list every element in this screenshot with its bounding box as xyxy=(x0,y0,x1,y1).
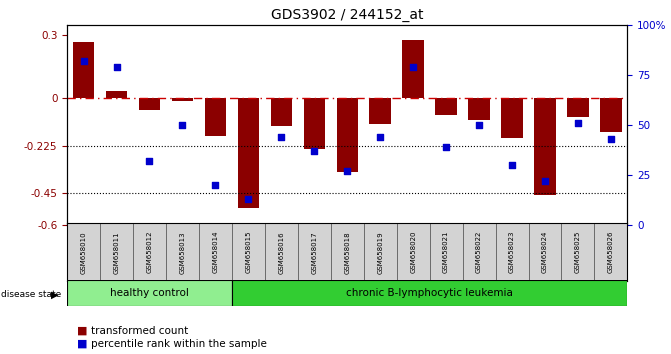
Bar xyxy=(100,223,133,281)
Bar xyxy=(468,98,490,120)
Point xyxy=(605,136,616,142)
Bar xyxy=(562,223,595,281)
Bar xyxy=(270,98,292,126)
Bar xyxy=(73,42,95,98)
Text: GSM658017: GSM658017 xyxy=(311,231,317,274)
Point xyxy=(79,58,89,64)
Bar xyxy=(397,223,429,281)
Point xyxy=(572,120,583,126)
Text: GSM658015: GSM658015 xyxy=(246,231,252,274)
Text: GSM658019: GSM658019 xyxy=(377,231,383,274)
Title: GDS3902 / 244152_at: GDS3902 / 244152_at xyxy=(271,8,423,22)
Bar xyxy=(238,98,259,208)
Text: healthy control: healthy control xyxy=(110,288,189,298)
Bar xyxy=(232,280,627,306)
Text: transformed count: transformed count xyxy=(91,326,188,336)
Bar xyxy=(67,280,232,306)
Text: ■: ■ xyxy=(77,326,88,336)
Text: ▶: ▶ xyxy=(51,290,58,299)
Text: percentile rank within the sample: percentile rank within the sample xyxy=(91,339,266,349)
Text: GSM658010: GSM658010 xyxy=(81,231,87,274)
Bar xyxy=(595,223,627,281)
Bar xyxy=(331,223,364,281)
Point xyxy=(243,196,254,202)
Point xyxy=(276,134,287,139)
Text: GSM658013: GSM658013 xyxy=(179,231,185,274)
Bar xyxy=(232,223,265,281)
Bar xyxy=(435,98,457,115)
Text: GSM658022: GSM658022 xyxy=(476,231,482,273)
Bar xyxy=(67,223,100,281)
Bar xyxy=(429,223,462,281)
Bar xyxy=(139,98,160,110)
Text: GSM658012: GSM658012 xyxy=(146,231,152,274)
Bar xyxy=(370,98,391,124)
Bar xyxy=(403,40,424,98)
Bar xyxy=(106,91,127,98)
Text: GSM658023: GSM658023 xyxy=(509,231,515,274)
Bar xyxy=(199,223,232,281)
Bar xyxy=(205,98,226,136)
Text: GSM658025: GSM658025 xyxy=(575,231,581,273)
Point xyxy=(309,148,319,154)
Point xyxy=(408,64,419,70)
Bar xyxy=(529,223,562,281)
Bar xyxy=(567,98,588,118)
Text: GSM658018: GSM658018 xyxy=(344,231,350,274)
Text: GSM658016: GSM658016 xyxy=(278,231,285,274)
Bar xyxy=(303,98,325,149)
Bar xyxy=(501,98,523,138)
Bar xyxy=(364,223,397,281)
Bar xyxy=(496,223,529,281)
Bar xyxy=(172,98,193,101)
Text: GSM658020: GSM658020 xyxy=(410,231,416,274)
Bar xyxy=(462,223,496,281)
Point xyxy=(441,144,452,150)
Text: GSM658014: GSM658014 xyxy=(213,231,219,274)
Point xyxy=(539,178,550,184)
Bar xyxy=(534,98,556,195)
Text: GSM658026: GSM658026 xyxy=(608,231,614,274)
Bar xyxy=(337,98,358,172)
Text: ■: ■ xyxy=(77,339,88,349)
Bar xyxy=(265,223,298,281)
Text: GSM658021: GSM658021 xyxy=(443,231,449,274)
Point xyxy=(474,122,484,128)
Point xyxy=(111,64,122,70)
Text: GSM658024: GSM658024 xyxy=(542,231,548,273)
Bar xyxy=(166,223,199,281)
Point xyxy=(507,162,517,168)
Point xyxy=(144,158,155,164)
Point xyxy=(375,134,386,139)
Point xyxy=(177,122,188,128)
Point xyxy=(342,168,353,173)
Text: chronic B-lymphocytic leukemia: chronic B-lymphocytic leukemia xyxy=(346,288,513,298)
Bar xyxy=(600,98,621,132)
Bar xyxy=(298,223,331,281)
Point xyxy=(210,182,221,188)
Bar xyxy=(133,223,166,281)
Text: GSM658011: GSM658011 xyxy=(113,231,119,274)
Text: disease state: disease state xyxy=(1,290,61,299)
